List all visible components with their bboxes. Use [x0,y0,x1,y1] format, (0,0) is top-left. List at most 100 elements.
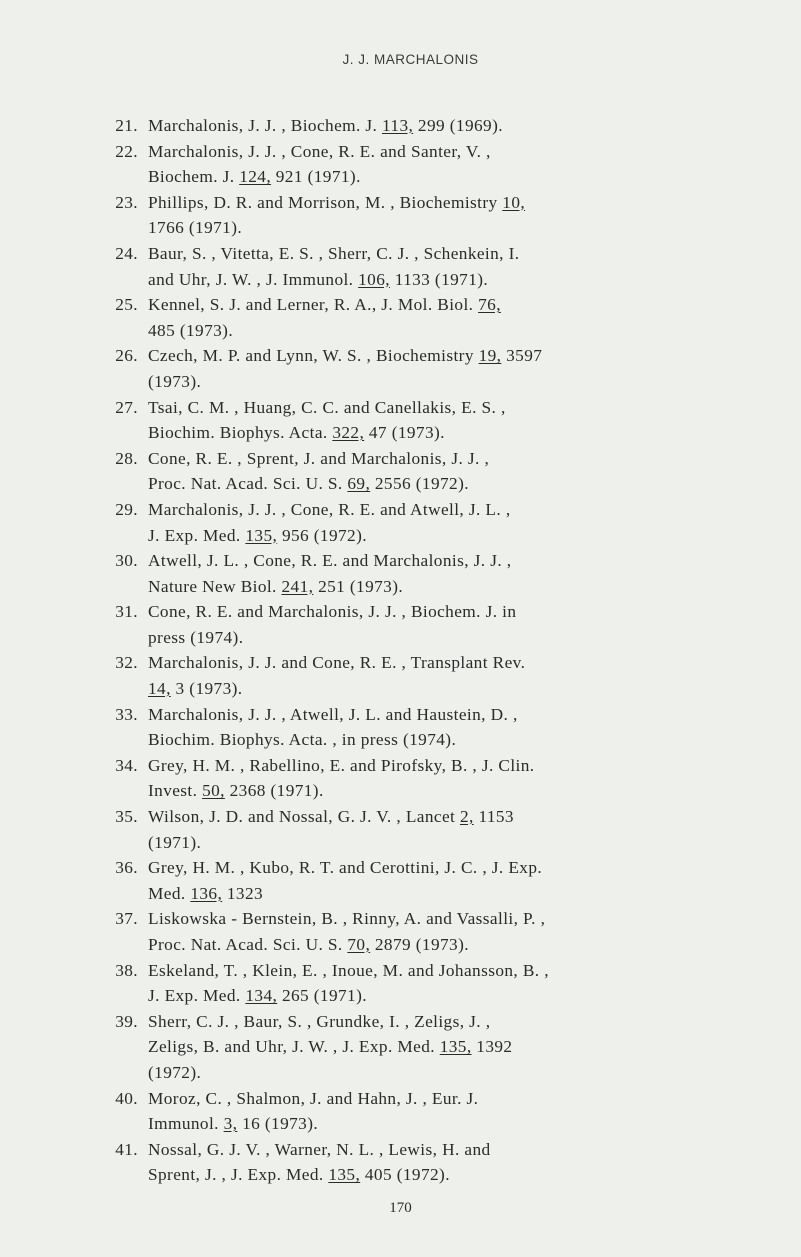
reference-volume: 135, [440,1037,472,1056]
reference-item: 38.Eskeland, T. , Klein, E. , Inoue, M. … [96,958,725,1009]
reference-segment: Liskowska - Bernstein, B. , Rinny, A. an… [148,909,545,928]
reference-line: press (1974). [148,625,725,651]
reference-number: 39. [96,1009,148,1086]
reference-volume: 70, [347,935,370,954]
reference-line: (1973). [148,369,725,395]
reference-line: Proc. Nat. Acad. Sci. U. S. 69, 2556 (19… [148,471,725,497]
reference-segment: Tsai, C. M. , Huang, C. C. and Canellaki… [148,398,506,417]
reference-volume: 135, [245,526,277,545]
reference-segment: Marchalonis, J. J. , Cone, R. E. and Atw… [148,500,511,519]
reference-line: Grey, H. M. , Rabellino, E. and Pirofsky… [148,753,725,779]
reference-segment: 2556 (1972). [370,474,469,493]
reference-line: Wilson, J. D. and Nossal, G. J. V. , Lan… [148,804,725,830]
reference-segment: Cone, R. E. and Marchalonis, J. J. , Bio… [148,602,516,621]
reference-line: Marchalonis, J. J. , Biochem. J. 113, 29… [148,113,725,139]
page-number: 170 [0,1200,801,1217]
reference-segment: 1392 [472,1037,513,1056]
reference-segment: Med. [148,884,190,903]
reference-item: 25.Kennel, S. J. and Lerner, R. A., J. M… [96,292,725,343]
reference-segment: J. Exp. Med. [148,986,245,1005]
reference-line: J. Exp. Med. 135, 956 (1972). [148,523,725,549]
reference-text: Moroz, C. , Shalmon, J. and Hahn, J. , E… [148,1086,725,1137]
reference-item: 28.Cone, R. E. , Sprent, J. and Marchalo… [96,446,725,497]
reference-segment: Cone, R. E. , Sprent, J. and Marchalonis… [148,449,489,468]
reference-number: 30. [96,548,148,599]
reference-line: Marchalonis, J. J. , Cone, R. E. and Atw… [148,497,725,523]
reference-line: Proc. Nat. Acad. Sci. U. S. 70, 2879 (19… [148,932,725,958]
reference-line: Moroz, C. , Shalmon, J. and Hahn, J. , E… [148,1086,725,1112]
reference-segment: Eskeland, T. , Klein, E. , Inoue, M. and… [148,961,549,980]
reference-text: Kennel, S. J. and Lerner, R. A., J. Mol.… [148,292,725,343]
reference-volume: 124, [239,167,271,186]
reference-item: 27.Tsai, C. M. , Huang, C. C. and Canell… [96,395,725,446]
reference-line: Phillips, D. R. and Morrison, M. , Bioch… [148,190,725,216]
reference-item: 29.Marchalonis, J. J. , Cone, R. E. and … [96,497,725,548]
reference-volume: 50, [202,781,225,800]
reference-text: Baur, S. , Vitetta, E. S. , Sherr, C. J.… [148,241,725,292]
reference-text: Marchalonis, J. J. and Cone, R. E. , Tra… [148,650,725,701]
reference-line: Zeligs, B. and Uhr, J. W. , J. Exp. Med.… [148,1034,725,1060]
reference-line: Nossal, G. J. V. , Warner, N. L. , Lewis… [148,1137,725,1163]
reference-segment: J. Exp. Med. [148,526,245,545]
reference-number: 40. [96,1086,148,1137]
reference-item: 36.Grey, H. M. , Kubo, R. T. and Cerotti… [96,855,725,906]
reference-number: 24. [96,241,148,292]
reference-volume: 3, [224,1114,238,1133]
reference-item: 26.Czech, M. P. and Lynn, W. S. , Bioche… [96,343,725,394]
reference-number: 22. [96,139,148,190]
reference-line: Biochim. Biophys. Acta. 322, 47 (1973). [148,420,725,446]
reference-item: 37.Liskowska - Bernstein, B. , Rinny, A.… [96,906,725,957]
reference-line: Med. 136, 1323 [148,881,725,907]
reference-number: 35. [96,804,148,855]
reference-line: and Uhr, J. W. , J. Immunol. 106, 1133 (… [148,267,725,293]
reference-segment: Grey, H. M. , Kubo, R. T. and Cerottini,… [148,858,542,877]
reference-number: 21. [96,113,148,139]
reference-line: Czech, M. P. and Lynn, W. S. , Biochemis… [148,343,725,369]
reference-segment: and Uhr, J. W. , J. Immunol. [148,270,358,289]
reference-segment: Zeligs, B. and Uhr, J. W. , J. Exp. Med. [148,1037,440,1056]
reference-volume: 135, [328,1165,360,1184]
reference-volume: 134, [245,986,277,1005]
reference-segment: Marchalonis, J. J. , Atwell, J. L. and H… [148,705,518,724]
reference-line: Nature New Biol. 241, 251 (1973). [148,574,725,600]
reference-text: Sherr, C. J. , Baur, S. , Grundke, I. , … [148,1009,725,1086]
reference-segment: 299 (1969). [413,116,503,135]
reference-segment: (1971). [148,833,201,852]
reference-volume: 14, [148,679,171,698]
reference-text: Grey, H. M. , Rabellino, E. and Pirofsky… [148,753,725,804]
reference-item: 41.Nossal, G. J. V. , Warner, N. L. , Le… [96,1137,725,1188]
reference-item: 30.Atwell, J. L. , Cone, R. E. and March… [96,548,725,599]
reference-volume: 113, [382,116,413,135]
reference-segment: Nossal, G. J. V. , Warner, N. L. , Lewis… [148,1140,491,1159]
reference-segment: Marchalonis, J. J. , Biochem. J. [148,116,382,135]
reference-volume: 69, [347,474,370,493]
reference-segment: 1766 (1971). [148,218,242,237]
reference-line: Baur, S. , Vitetta, E. S. , Sherr, C. J.… [148,241,725,267]
reference-segment: Biochim. Biophys. Acta. [148,423,332,442]
reference-text: Liskowska - Bernstein, B. , Rinny, A. an… [148,906,725,957]
reference-number: 23. [96,190,148,241]
reference-number: 29. [96,497,148,548]
reference-text: Cone, R. E. , Sprent, J. and Marchalonis… [148,446,725,497]
reference-number: 36. [96,855,148,906]
reference-segment: 3597 [501,346,542,365]
reference-line: Cone, R. E. , Sprent, J. and Marchalonis… [148,446,725,472]
reference-segment: press (1974). [148,628,243,647]
reference-item: 40.Moroz, C. , Shalmon, J. and Hahn, J. … [96,1086,725,1137]
reference-text: Marchalonis, J. J. , Atwell, J. L. and H… [148,702,725,753]
reference-segment: Wilson, J. D. and Nossal, G. J. V. , Lan… [148,807,460,826]
reference-segment: Czech, M. P. and Lynn, W. S. , Biochemis… [148,346,479,365]
reference-line: 1766 (1971). [148,215,725,241]
reference-volume: 10, [502,193,525,212]
reference-segment: Baur, S. , Vitetta, E. S. , Sherr, C. J.… [148,244,520,263]
reference-text: Phillips, D. R. and Morrison, M. , Bioch… [148,190,725,241]
reference-number: 27. [96,395,148,446]
reference-segment: 3 (1973). [171,679,243,698]
reference-line: Marchalonis, J. J. and Cone, R. E. , Tra… [148,650,725,676]
reference-line: 485 (1973). [148,318,725,344]
reference-line: Kennel, S. J. and Lerner, R. A., J. Mol.… [148,292,725,318]
reference-segment: Kennel, S. J. and Lerner, R. A., J. Mol.… [148,295,478,314]
reference-item: 34.Grey, H. M. , Rabellino, E. and Pirof… [96,753,725,804]
reference-item: 32.Marchalonis, J. J. and Cone, R. E. , … [96,650,725,701]
reference-item: 31.Cone, R. E. and Marchalonis, J. J. , … [96,599,725,650]
